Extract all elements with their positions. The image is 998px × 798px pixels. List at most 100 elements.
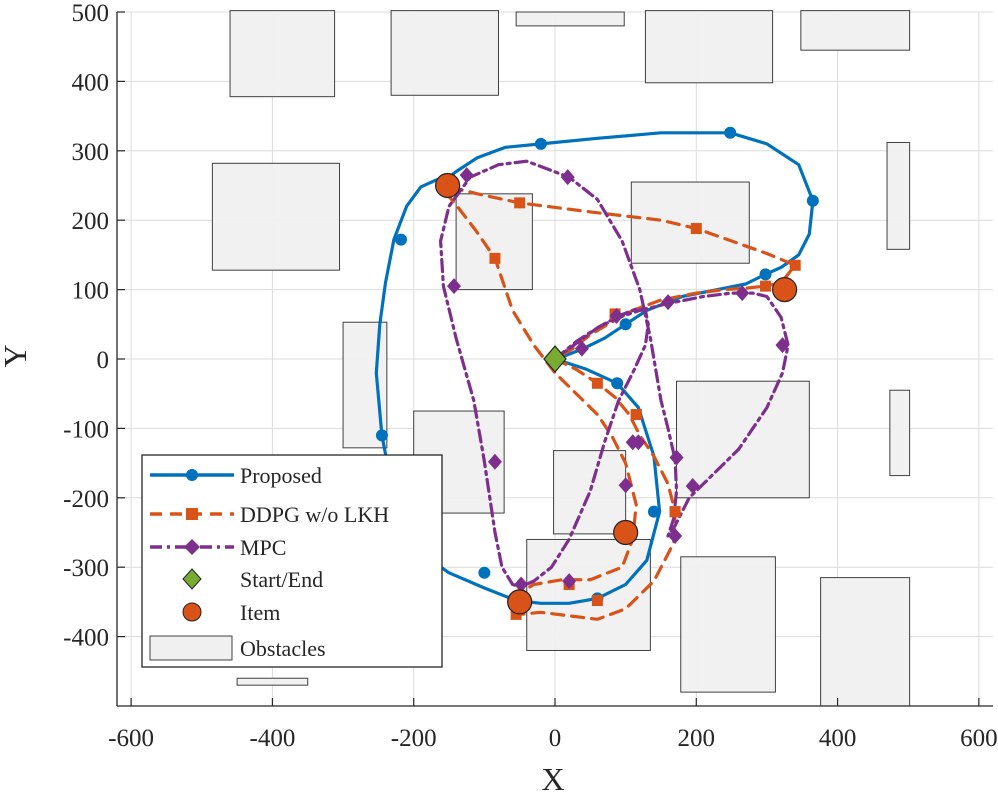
legend-label-mpc: MPC <box>240 535 286 560</box>
legend-marker-mpc <box>184 539 200 555</box>
legend-entry-start-end: Start/End <box>182 567 323 592</box>
data-point-ddpg-w-o-lkh <box>669 506 681 518</box>
obstacle-rect <box>236 677 309 686</box>
y-tick-label: 0 <box>97 347 110 374</box>
data-point-ddpg-w-o-lkh <box>690 223 702 235</box>
legend-marker-ddpg <box>186 508 198 520</box>
data-point-mpc <box>459 167 474 184</box>
item-marker <box>613 519 639 546</box>
y-tick-label: 500 <box>72 0 110 27</box>
data-point-mpc <box>668 527 683 544</box>
data-point-ddpg-w-o-lkh <box>630 409 642 421</box>
obstacle-rect <box>630 181 750 264</box>
data-point-mpc <box>775 337 790 354</box>
obstacle-rect <box>644 10 774 84</box>
data-point-mpc <box>574 340 589 357</box>
data-point-proposed <box>611 377 624 390</box>
data-point-mpc <box>685 478 700 495</box>
obstacle-rect <box>526 538 651 651</box>
data-point-proposed <box>759 268 772 281</box>
data-point-proposed <box>647 505 660 518</box>
legend-label-item: Item <box>240 600 280 625</box>
data-point-ddpg-w-o-lkh <box>489 252 501 264</box>
legend-label-obstacles: Obstacles <box>240 636 326 661</box>
x-tick-label: 400 <box>819 725 857 752</box>
legend-marker-item <box>182 602 202 622</box>
obstacle-rect <box>553 450 627 535</box>
legend-box <box>141 454 443 668</box>
legend-entry-ddpg: DDPG w/o LKH <box>150 502 389 527</box>
obstacle-rect <box>800 10 911 51</box>
tick-layer: -600 -400 -200 0 200 400 600 -400 -300 -200 -100 0 1… <box>63 0 997 752</box>
y-axis-title: Y <box>0 344 33 367</box>
y-tick-label: -400 <box>63 625 109 652</box>
y-tick-label: 300 <box>72 139 110 166</box>
legend-entry-item: Item <box>182 600 280 625</box>
y-tick-label: 100 <box>72 278 110 305</box>
data-point-mpc <box>562 573 577 590</box>
obstacle-rect <box>680 556 776 693</box>
obstacle-rect <box>886 141 911 250</box>
y-tick-label: -300 <box>63 555 109 582</box>
data-point-mpc <box>487 453 502 470</box>
x-tick-label: 600 <box>960 725 998 752</box>
data-point-proposed <box>394 233 407 246</box>
legend-marker-start-end <box>182 568 202 590</box>
data-point-ddpg-w-o-lkh <box>510 608 522 620</box>
legend-entry-proposed: Proposed <box>150 463 322 488</box>
obstacle-rect <box>820 577 911 707</box>
item-marker <box>507 589 533 615</box>
data-point-mpc <box>735 285 750 302</box>
start-end-marker <box>543 345 567 373</box>
obstacle-rect <box>229 10 336 98</box>
data-point-mpc <box>661 294 676 311</box>
x-axis-title: X <box>541 761 564 793</box>
data-point-ddpg-w-o-lkh <box>760 280 772 292</box>
data-point-proposed <box>724 126 737 139</box>
obstacle-rect <box>390 10 499 96</box>
legend: Proposed DDPG w/o LKH MPC Start/End Item <box>141 454 443 668</box>
legend-entry-obstacles: Obstacles <box>149 635 326 661</box>
legend-marker-obstacles <box>149 635 233 661</box>
data-point-proposed <box>478 566 491 579</box>
series-line-mpc <box>439 159 790 589</box>
y-tick-label: -100 <box>63 416 109 443</box>
legend-label-start-end: Start/End <box>240 567 323 592</box>
legend-label-ddpg: DDPG w/o LKH <box>240 502 389 527</box>
data-point-mpc <box>625 434 640 451</box>
legend-entry-mpc: MPC <box>150 535 286 560</box>
y-tick-label: 400 <box>72 69 110 96</box>
x-tick-label: 200 <box>678 725 716 752</box>
data-point-mpc <box>560 169 575 186</box>
x-tick-label: -200 <box>391 725 437 752</box>
data-point-proposed <box>619 318 632 331</box>
y-tick-label: 200 <box>72 208 110 235</box>
obstacle-rect <box>515 11 625 27</box>
obstacle-rect <box>455 193 533 291</box>
y-tick-label: -200 <box>63 486 109 513</box>
x-tick-label: -600 <box>108 725 154 752</box>
data-point-proposed <box>375 429 388 442</box>
data-point-mpc <box>446 278 461 295</box>
marker-layer <box>375 126 819 620</box>
obstacle-rect <box>211 162 341 271</box>
data-point-mpc <box>609 307 624 324</box>
x-tick-label: 0 <box>549 725 562 752</box>
data-point-proposed <box>534 137 547 150</box>
item-marker <box>435 172 461 199</box>
item-marker <box>771 277 798 303</box>
data-point-ddpg-w-o-lkh <box>591 377 603 389</box>
data-point-ddpg-w-o-lkh <box>591 595 603 607</box>
data-point-proposed <box>806 194 819 207</box>
obstacle-rect <box>676 380 810 499</box>
data-point-mpc <box>669 449 684 466</box>
data-point-ddpg-w-o-lkh <box>789 259 801 271</box>
legend-marker-proposed <box>186 469 198 481</box>
data-point-mpc <box>514 576 529 593</box>
x-tick-label: -400 <box>250 725 296 752</box>
data-point-mpc <box>618 477 633 494</box>
data-point-ddpg-w-o-lkh <box>514 197 526 209</box>
obstacle-rect <box>889 389 911 477</box>
